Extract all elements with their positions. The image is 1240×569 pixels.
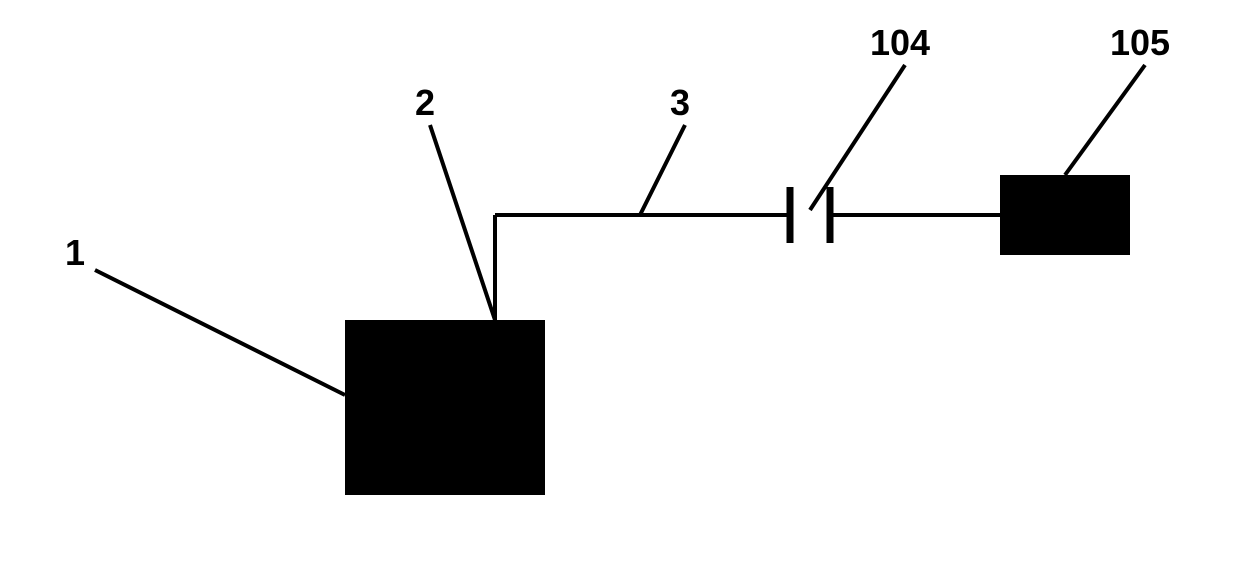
leader-line-3 [640, 125, 685, 215]
label-3: 3 [670, 82, 690, 123]
label-1: 1 [65, 232, 85, 273]
leader-line-105 [1065, 65, 1145, 175]
leader-line-104 [810, 65, 905, 210]
block-1 [345, 320, 545, 495]
label-104: 104 [870, 22, 930, 63]
leader-line-1 [95, 270, 345, 395]
diagram-canvas: 1 2 3 104 105 [0, 0, 1240, 569]
label-105: 105 [1110, 22, 1170, 63]
block-105 [1000, 175, 1130, 255]
label-2: 2 [415, 82, 435, 123]
leader-line-2 [430, 125, 495, 320]
